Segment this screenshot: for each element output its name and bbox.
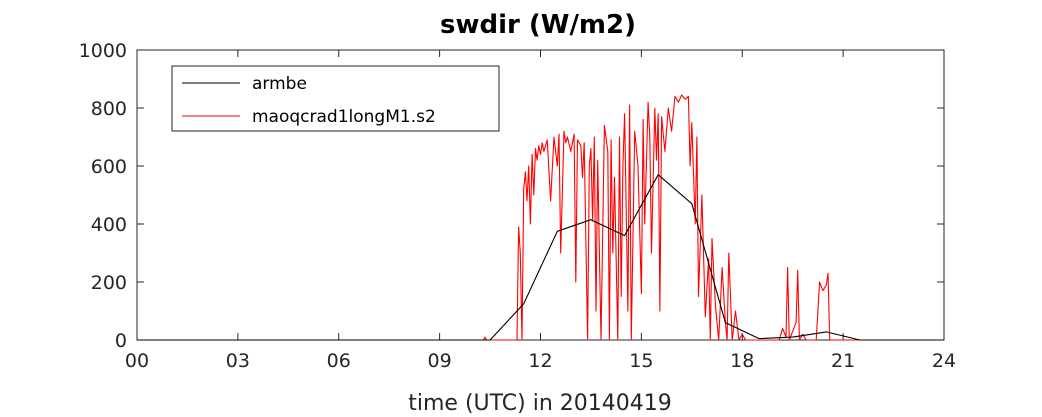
chart-title: swdir (W/m2): [440, 10, 636, 40]
x-tick-label: 12: [528, 350, 552, 372]
x-axis-label: time (UTC) in 20140419: [408, 391, 672, 416]
x-tick-label: 00: [125, 350, 149, 372]
series-layer: [137, 94, 944, 341]
legend-label-armbe: armbe: [252, 74, 307, 94]
y-tick-label: 200: [91, 272, 127, 294]
x-tick-label: 03: [226, 350, 250, 372]
series-line-maoqcrad1longm1-s2: [137, 94, 944, 341]
y-tick-label: 1000: [79, 40, 127, 62]
y-tick-label: 600: [91, 156, 127, 178]
x-tick-label: 09: [428, 350, 452, 372]
x-tick-label: 24: [932, 350, 956, 372]
x-tick-label: 06: [327, 350, 351, 372]
y-tick-label: 0: [115, 330, 127, 352]
x-tick-label: 15: [629, 350, 653, 372]
x-tick-label: 21: [831, 350, 855, 372]
y-tick-label: 800: [91, 98, 127, 120]
legend-label-maoqcrad1longM1: maoqcrad1longM1.s2: [252, 107, 436, 127]
x-tick-label: 18: [730, 350, 754, 372]
axis-ticks: 00 03 06 09 12 15 18 21 24 0 200 400 600 800 1000: [79, 40, 956, 372]
legend: armbe maoqcrad1longM1.s2: [171, 65, 500, 132]
y-tick-label: 400: [91, 214, 127, 236]
legend-box: [171, 65, 500, 132]
series-line-armbe: [137, 174, 944, 341]
